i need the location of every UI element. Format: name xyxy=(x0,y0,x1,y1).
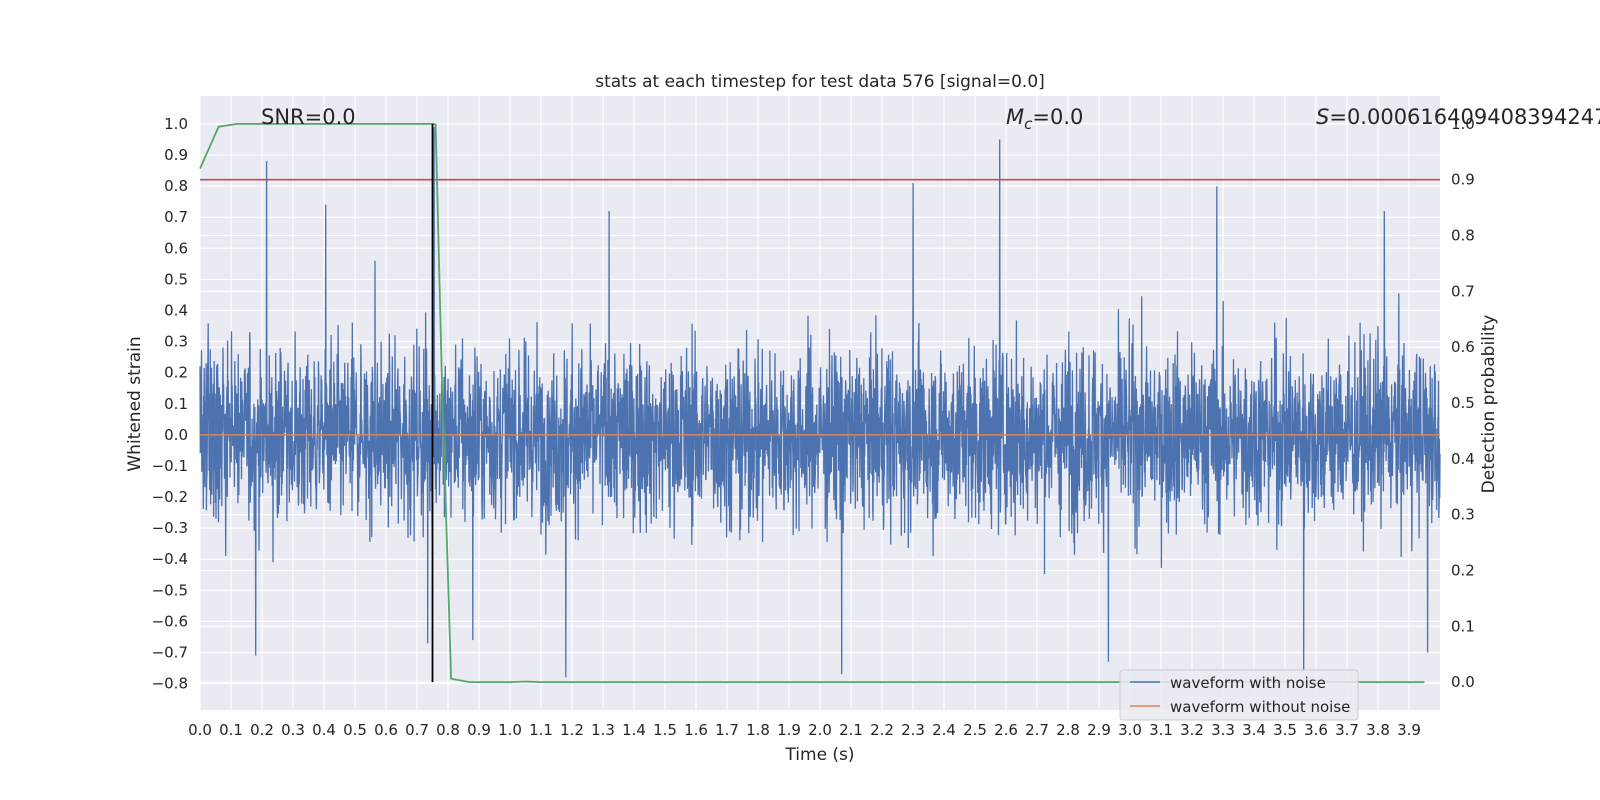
x-tick-labels: 0.0 0.1 0.2 0.3 0.4 0.5 0.6 0.7 0.8 0.9 1.0 1.1 1.2 1… xyxy=(188,721,1421,739)
y-right-tick-label: 0.0 xyxy=(1451,673,1475,691)
y-axis-left-label: Whitened strain xyxy=(125,336,145,471)
x-tick-label: 3.9 xyxy=(1397,721,1421,739)
mc-symbol: M xyxy=(1006,105,1024,129)
y-right-tick-label: 0.5 xyxy=(1451,394,1475,412)
x-tick-label: 3.1 xyxy=(1149,721,1173,739)
mc-annotation: Mc=0.0 xyxy=(1006,105,1083,133)
x-tick-label: 2.6 xyxy=(994,721,1018,739)
y-left-tick-label: −0.6 xyxy=(152,612,188,630)
x-tick-label: 3.6 xyxy=(1304,721,1328,739)
y-left-tick-label: 0.4 xyxy=(164,302,188,320)
x-tick-label: 1.0 xyxy=(498,721,522,739)
x-tick-label: 0.3 xyxy=(281,721,305,739)
mc-subscript: c xyxy=(1024,115,1033,133)
x-tick-label: 0.4 xyxy=(312,721,336,739)
y-left-tick-label: 0.5 xyxy=(164,270,188,288)
x-tick-label: 1.2 xyxy=(560,721,584,739)
y-right-tick-label: 0.1 xyxy=(1451,617,1475,635)
x-tick-label: 2.2 xyxy=(870,721,894,739)
mc-value: =0.0 xyxy=(1032,105,1083,129)
s-value: =0.000616409408394247 xyxy=(1329,105,1600,129)
x-tick-label: 3.0 xyxy=(1118,721,1142,739)
s-annotation: S=0.000616409408394247 xyxy=(1316,105,1600,129)
x-tick-label: 2.8 xyxy=(1056,721,1080,739)
x-tick-label: 3.7 xyxy=(1335,721,1359,739)
y-left-tick-label: 0.2 xyxy=(164,364,188,382)
x-tick-label: 0.9 xyxy=(467,721,491,739)
x-tick-label: 2.1 xyxy=(839,721,863,739)
legend-frame xyxy=(1119,669,1359,721)
y-left-tick-label: −0.7 xyxy=(152,643,188,661)
y-right-tick-label: 0.7 xyxy=(1451,282,1475,300)
y-left-tick-label: −0.2 xyxy=(152,488,188,506)
y-left-tick-label: −0.8 xyxy=(152,675,188,693)
y-left-tick-label: 0.8 xyxy=(164,177,188,195)
x-tick-label: 2.5 xyxy=(963,721,987,739)
series-layer xyxy=(199,123,1441,683)
y-left-tick-label: 0.7 xyxy=(164,208,188,226)
x-tick-label: 1.1 xyxy=(529,721,553,739)
x-tick-label: 3.3 xyxy=(1211,721,1235,739)
x-tick-label: 0.6 xyxy=(374,721,398,739)
x-tick-label: 0.5 xyxy=(343,721,367,739)
chart-title: stats at each timestep for test data 576… xyxy=(595,72,1045,92)
x-tick-label: 0.7 xyxy=(405,721,429,739)
x-tick-label: 1.6 xyxy=(684,721,708,739)
y-left-tick-label: 0.9 xyxy=(164,146,188,164)
x-tick-label: 3.4 xyxy=(1242,721,1266,739)
y-right-tick-label: 0.2 xyxy=(1451,561,1475,579)
x-tick-label: 1.9 xyxy=(777,721,801,739)
y-right-tick-labels: 0.0 0.1 0.2 0.3 0.4 0.5 0.6 0.7 0.8 0.9 1.0 xyxy=(1451,115,1475,691)
x-tick-label: 1.8 xyxy=(746,721,770,739)
x-tick-label: 2.9 xyxy=(1087,721,1111,739)
x-tick-label: 3.5 xyxy=(1273,721,1297,739)
x-tick-label: 0.0 xyxy=(188,721,212,739)
x-tick-label: 2.3 xyxy=(901,721,925,739)
x-tick-label: 2.7 xyxy=(1025,721,1049,739)
y-left-tick-labels: −0.8 −0.7 −0.6 −0.5 −0.4 −0.3 −0.2 −0.1 0.0 0.1 0.… xyxy=(152,115,188,693)
snr-annotation: SNR=0.0 xyxy=(261,105,356,129)
s-symbol: S xyxy=(1316,105,1329,129)
x-axis-label: Time (s) xyxy=(784,745,854,765)
x-tick-label: 3.2 xyxy=(1180,721,1204,739)
y-axis-right-label: Detection probability xyxy=(1479,315,1499,494)
y-left-tick-label: 0.0 xyxy=(164,426,188,444)
y-left-tick-label: 0.6 xyxy=(164,239,188,257)
y-left-tick-label: 0.1 xyxy=(164,395,188,413)
series-line-waveform-with-noise xyxy=(199,127,1441,678)
x-tick-label: 1.7 xyxy=(715,721,739,739)
x-tick-label: 2.4 xyxy=(932,721,956,739)
x-tick-label: 0.8 xyxy=(436,721,460,739)
x-tick-label: 1.4 xyxy=(622,721,646,739)
x-tick-label: 2.0 xyxy=(808,721,832,739)
legend-label-noisy: waveform with noise xyxy=(1170,674,1326,692)
legend: waveform with noise waveform without noi… xyxy=(1119,669,1359,721)
y-left-tick-label: −0.5 xyxy=(152,581,188,599)
x-tick-label: 0.1 xyxy=(219,721,243,739)
x-tick-label: 1.5 xyxy=(653,721,677,739)
y-right-tick-label: 1.0 xyxy=(1451,115,1475,133)
y-left-tick-label: 0.3 xyxy=(164,333,188,351)
legend-label-clean: waveform without noise xyxy=(1170,698,1350,716)
y-right-tick-label: 0.8 xyxy=(1451,227,1475,245)
x-tick-label: 0.2 xyxy=(250,721,274,739)
series-line-detection-probability xyxy=(199,123,1425,683)
x-tick-label: 3.8 xyxy=(1366,721,1390,739)
y-left-tick-label: 1.0 xyxy=(164,115,188,133)
y-right-tick-label: 0.6 xyxy=(1451,338,1475,356)
x-tick-label: 1.3 xyxy=(591,721,615,739)
y-right-tick-label: 0.4 xyxy=(1451,450,1475,468)
y-left-tick-label: −0.1 xyxy=(152,457,188,475)
y-right-tick-label: 0.3 xyxy=(1451,506,1475,524)
y-right-tick-label: 0.9 xyxy=(1451,171,1475,189)
y-left-tick-label: −0.4 xyxy=(152,550,188,568)
y-left-tick-label: −0.3 xyxy=(152,519,188,537)
